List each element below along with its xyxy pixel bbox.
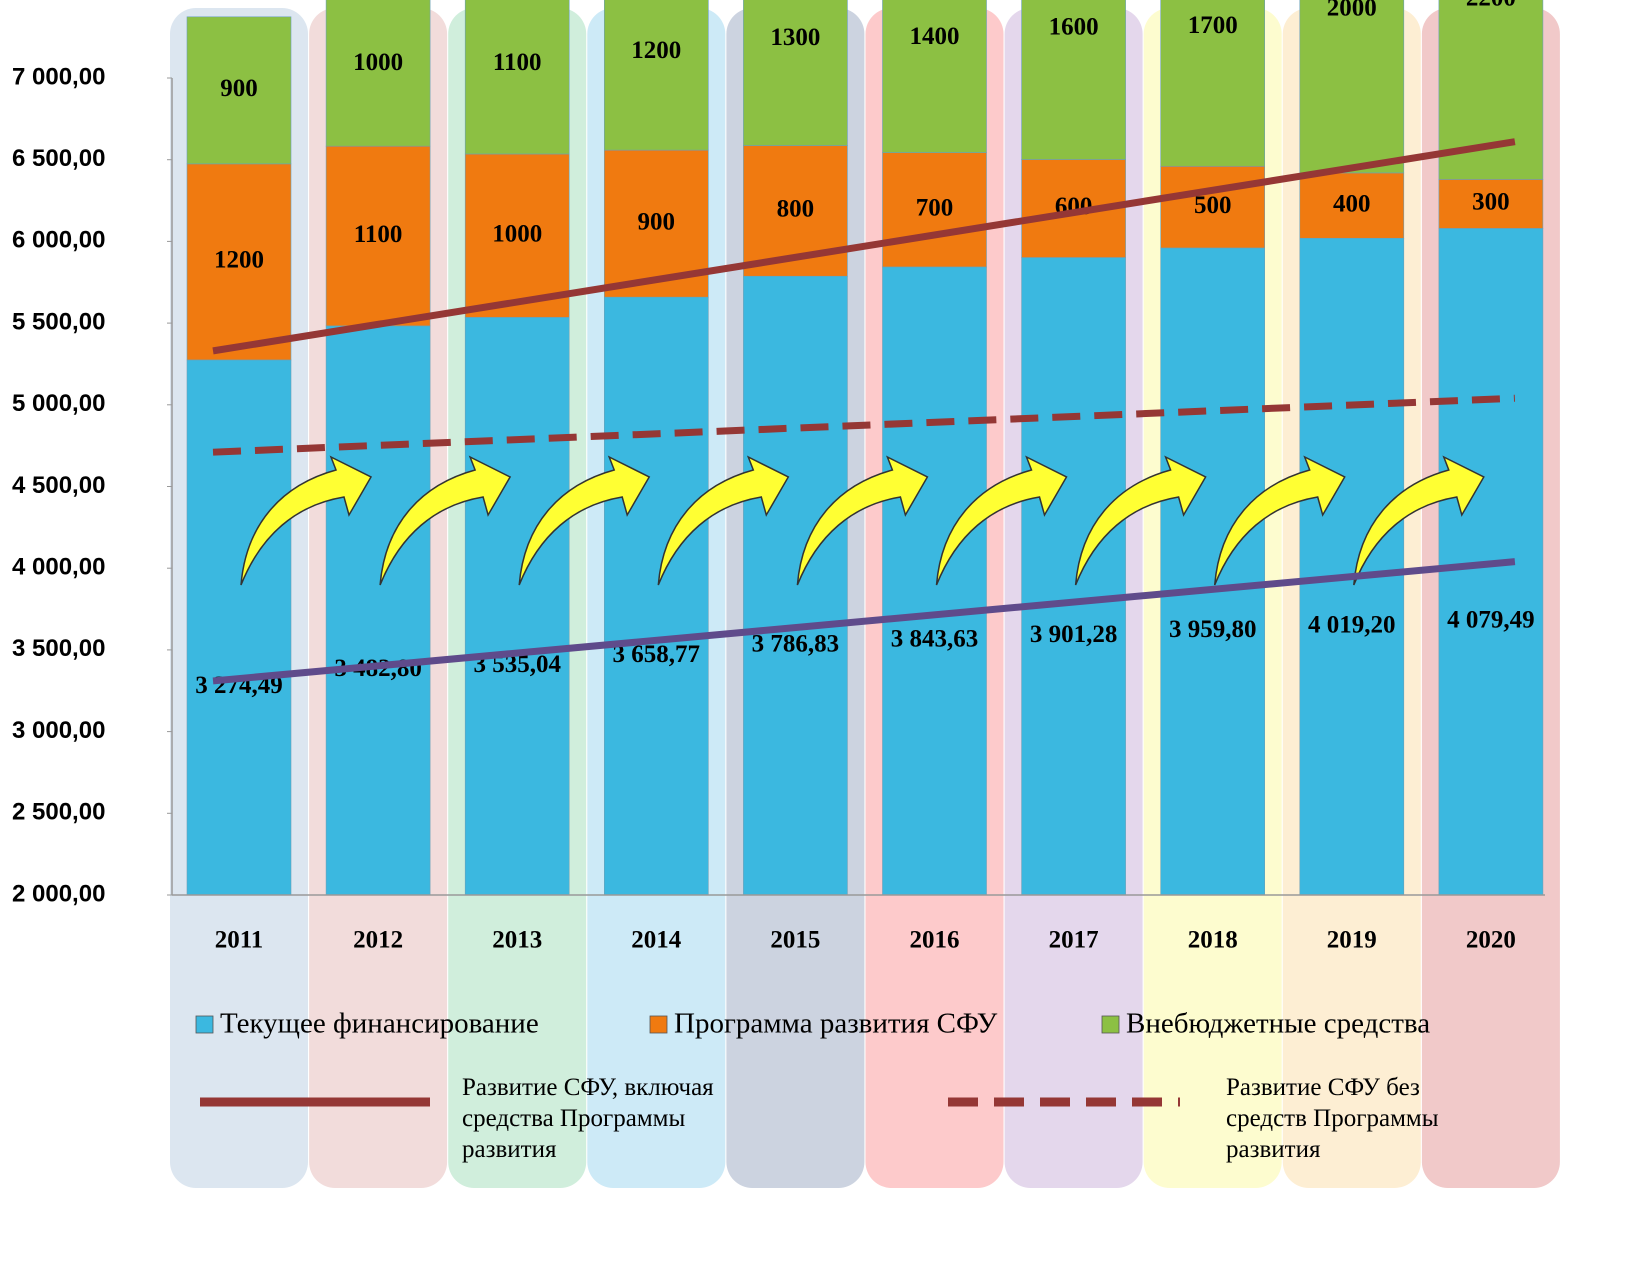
legend-swatch (195, 1015, 214, 1034)
arrow (1353, 455, 1485, 586)
value-label: 3 843,63 (891, 626, 979, 653)
x-tick-label: 2014 (631, 927, 682, 954)
bar-segment (1160, 0, 1265, 167)
bar-segment (464, 153, 570, 318)
y-tick-label: 5 500,00 (12, 308, 105, 335)
x-tick-label: 2016 (910, 927, 960, 954)
legend-label: Текущее финансирование (220, 1008, 539, 1040)
bar-segment (464, 0, 570, 155)
bar-segment (1021, 0, 1126, 160)
arrow (518, 455, 651, 586)
bar-segment (1160, 165, 1265, 249)
x-tick-label: 2019 (1327, 927, 1377, 954)
legend-swatch (1101, 1015, 1120, 1034)
value-label: 1200 (214, 247, 264, 274)
y-tick-label: 2 500,00 (12, 799, 105, 826)
value-label: 1300 (770, 24, 820, 51)
legend-label: Внебюджетные средства (1126, 1008, 1430, 1040)
bar-segment (743, 0, 848, 146)
value-label: 1600 (1049, 14, 1099, 41)
arrow (657, 455, 790, 586)
value-label: 1100 (493, 49, 542, 76)
arrow (935, 455, 1068, 586)
y-tick-label: 6 000,00 (12, 227, 105, 254)
bar-segment (603, 296, 709, 896)
y-tick-label: 6 500,00 (12, 145, 105, 172)
arrow (796, 455, 929, 586)
bar-segment (325, 0, 431, 147)
value-label: 1700 (1188, 12, 1238, 39)
y-tick-label: 5 000,00 (12, 390, 105, 417)
bar-segment (1299, 0, 1405, 174)
legend-label: Программа развития СФУ (674, 1008, 998, 1040)
x-tick-label: 2017 (1049, 927, 1099, 954)
bar-segment (186, 163, 292, 361)
x-tick-label: 2015 (770, 927, 820, 954)
value-label: 900 (220, 75, 258, 102)
y-tick-label: 7 000,00 (12, 63, 105, 90)
bar-segment (1299, 172, 1405, 239)
bar-segment (186, 16, 292, 165)
value-label: 1200 (631, 37, 681, 64)
value-label: 400 (1333, 190, 1371, 217)
y-tick-label: 2 000,00 (12, 880, 105, 907)
x-tick-label: 2018 (1188, 927, 1238, 954)
x-tick-label: 2013 (492, 927, 542, 954)
x-tick-label: 2012 (353, 927, 403, 954)
value-label: 3 901,28 (1030, 621, 1118, 648)
x-tick-label: 2011 (215, 927, 264, 954)
value-label: 3 786,83 (752, 630, 840, 657)
bar-segment (464, 317, 570, 896)
arrow (379, 455, 512, 586)
y-tick-label: 4 000,00 (12, 554, 105, 581)
value-label: 500 (1194, 192, 1232, 219)
value-label: 2000 (1327, 0, 1377, 21)
value-label: 1000 (353, 49, 403, 76)
bar-segment (882, 0, 987, 153)
value-label: 1000 (492, 220, 542, 247)
bar-segment (325, 325, 431, 896)
bar-segment (603, 0, 709, 151)
y-tick-label: 3 500,00 (12, 635, 105, 662)
arrow (1213, 455, 1346, 586)
value-label: 4 019,20 (1308, 611, 1396, 638)
bar-segment (882, 266, 987, 896)
value-label: 1400 (910, 23, 960, 50)
value-label: 2200 (1466, 0, 1516, 11)
legend-swatch (649, 1015, 668, 1034)
trend-legend-text: Развитие СФУ, включая средства Программы… (462, 1074, 714, 1163)
bar-segment (1160, 247, 1265, 896)
value-label: 3 959,80 (1169, 616, 1257, 643)
bar-segment (882, 152, 987, 268)
value-label: 4 079,49 (1447, 606, 1535, 633)
value-label: 900 (638, 208, 676, 235)
trend-line (212, 138, 1516, 355)
bar-segment (186, 359, 292, 896)
bar-segment (1021, 257, 1126, 896)
arrow (1074, 455, 1207, 586)
y-tick-label: 4 500,00 (12, 472, 105, 499)
bar-segment (1438, 179, 1544, 229)
value-label: 1100 (354, 221, 403, 248)
y-tick-label: 3 000,00 (12, 717, 105, 744)
arrow (240, 455, 373, 586)
trend-legend-text: Развитие СФУ без средств Программы разви… (1226, 1074, 1439, 1163)
trend-line (212, 558, 1516, 685)
trend-line (212, 394, 1516, 456)
value-label: 300 (1472, 189, 1510, 216)
value-label: 700 (916, 194, 954, 221)
x-tick-label: 2020 (1466, 927, 1516, 954)
bar-segment (743, 275, 848, 896)
bar-segment (1299, 237, 1405, 896)
value-label: 800 (777, 196, 815, 223)
